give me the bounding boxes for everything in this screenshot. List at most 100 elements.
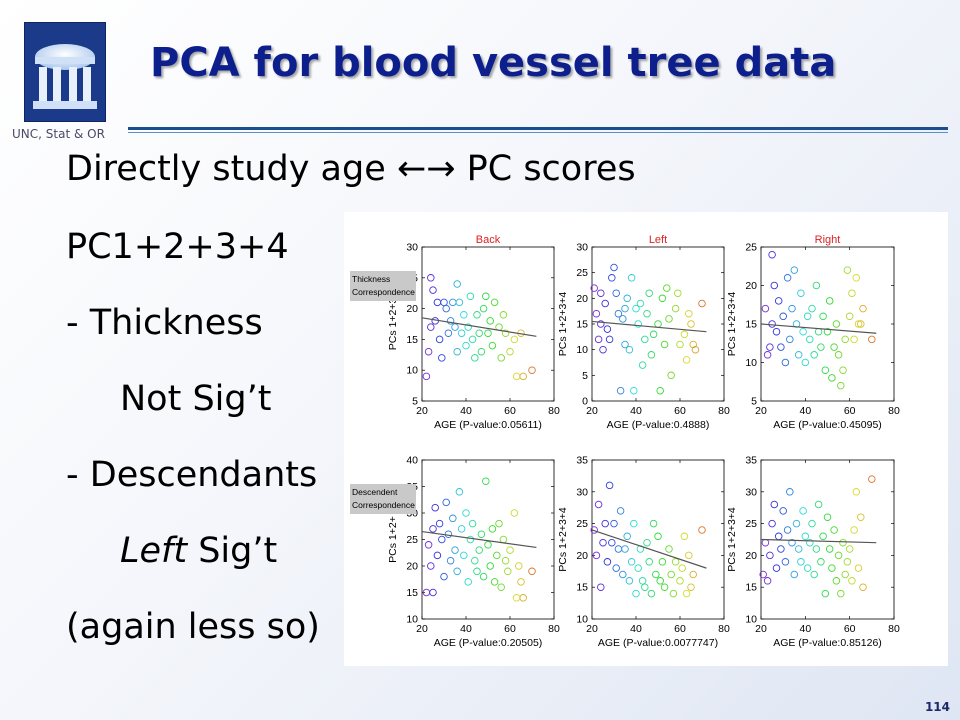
- x-tick-label: 80: [548, 623, 560, 635]
- data-point: [868, 335, 876, 344]
- data-point: [473, 311, 481, 319]
- data-point: [766, 343, 774, 351]
- panel-title: Back: [476, 234, 501, 246]
- x-axis-label: AGE (P-value:0.05611): [434, 419, 542, 431]
- x-tick-label: 40: [630, 623, 642, 635]
- data-point: [468, 519, 477, 528]
- side-label-box: [350, 484, 416, 514]
- left-italic: Left: [120, 531, 188, 571]
- data-point: [641, 335, 649, 344]
- data-point: [429, 525, 437, 533]
- data-point: [667, 371, 675, 380]
- y-tick-label: 5: [412, 396, 418, 408]
- y-tick-label: 10: [406, 614, 418, 626]
- data-point: [834, 551, 843, 560]
- data-point: [698, 526, 706, 534]
- data-point: [763, 577, 772, 585]
- data-point: [821, 589, 830, 598]
- data-point: [594, 500, 603, 509]
- data-point: [685, 309, 693, 318]
- data-point: [808, 519, 816, 528]
- x-tick-label: 40: [630, 405, 642, 417]
- data-point: [479, 304, 488, 313]
- data-point: [797, 289, 805, 297]
- data-point: [601, 519, 609, 528]
- data-point: [442, 498, 450, 507]
- data-point: [630, 519, 638, 528]
- data-point: [852, 488, 861, 496]
- y-axis-label: PCs 1+2+3+4: [726, 507, 738, 572]
- data-point: [799, 507, 807, 515]
- data-point: [779, 312, 787, 321]
- data-point: [658, 558, 667, 566]
- data-point: [803, 564, 812, 572]
- x-axis-label: AGE (P-value:0.85126): [773, 637, 882, 649]
- bullet-thickness-result: Not Sig’t: [120, 379, 272, 419]
- y-tick-label: 20: [576, 293, 588, 305]
- y-tick-label: 25: [406, 534, 418, 546]
- data-point: [495, 519, 503, 528]
- data-point: [768, 250, 776, 259]
- data-point: [477, 530, 486, 538]
- data-point: [621, 304, 629, 313]
- data-point: [763, 351, 772, 359]
- y-tick-label: 5: [751, 396, 757, 408]
- data-point: [603, 325, 612, 333]
- panel-title: Left: [649, 234, 667, 246]
- data-point: [519, 372, 527, 381]
- data-point: [832, 320, 841, 328]
- data-point: [473, 567, 481, 576]
- x-tick-label: 20: [586, 623, 598, 635]
- data-point: [632, 304, 640, 313]
- trend-line: [760, 323, 877, 334]
- data-point: [806, 335, 814, 344]
- data-point: [597, 583, 605, 591]
- y-tick-label: 20: [745, 550, 757, 562]
- data-point: [774, 297, 783, 305]
- x-tick-label: 60: [504, 405, 516, 417]
- x-tick-label: 80: [548, 405, 560, 417]
- data-point: [590, 526, 598, 534]
- data-point: [424, 541, 433, 549]
- data-point: [645, 558, 653, 566]
- data-point: [665, 315, 673, 323]
- y-tick-label: 30: [745, 486, 757, 498]
- x-tick-label: 60: [844, 405, 856, 417]
- x-tick-label: 80: [888, 623, 900, 635]
- data-point: [634, 564, 642, 572]
- data-point: [433, 551, 442, 560]
- data-point: [857, 513, 865, 521]
- old-well-icon: [33, 44, 97, 109]
- data-point: [608, 274, 616, 282]
- data-point: [845, 545, 854, 553]
- data-point: [486, 317, 494, 325]
- data-point: [427, 274, 435, 282]
- data-point: [834, 351, 843, 359]
- data-point: [438, 535, 446, 544]
- x-axis-label: AGE (P-value:0.20505): [434, 637, 543, 649]
- data-point: [510, 335, 519, 344]
- data-point: [819, 532, 827, 541]
- data-point: [605, 335, 614, 344]
- data-point: [466, 535, 475, 544]
- bullet-age-pc: Directly study age ←→ PC scores: [66, 149, 636, 189]
- data-point: [790, 266, 799, 274]
- data-point: [656, 386, 664, 395]
- data-point: [698, 299, 706, 308]
- data-point: [794, 545, 803, 553]
- y-tick-label: 25: [745, 518, 757, 530]
- data-point: [674, 289, 682, 297]
- page-number: 114: [924, 700, 950, 714]
- data-point: [837, 589, 845, 598]
- data-point: [759, 570, 767, 579]
- y-tick-label: 20: [406, 561, 418, 573]
- data-point: [781, 358, 790, 367]
- x-tick-label: 20: [586, 405, 598, 417]
- data-point: [766, 551, 774, 560]
- x-tick-label: 20: [416, 405, 428, 417]
- data-point: [506, 347, 514, 356]
- plot-frame: [760, 459, 895, 620]
- data-point: [528, 366, 536, 374]
- data-point: [770, 500, 779, 509]
- data-point: [460, 311, 468, 319]
